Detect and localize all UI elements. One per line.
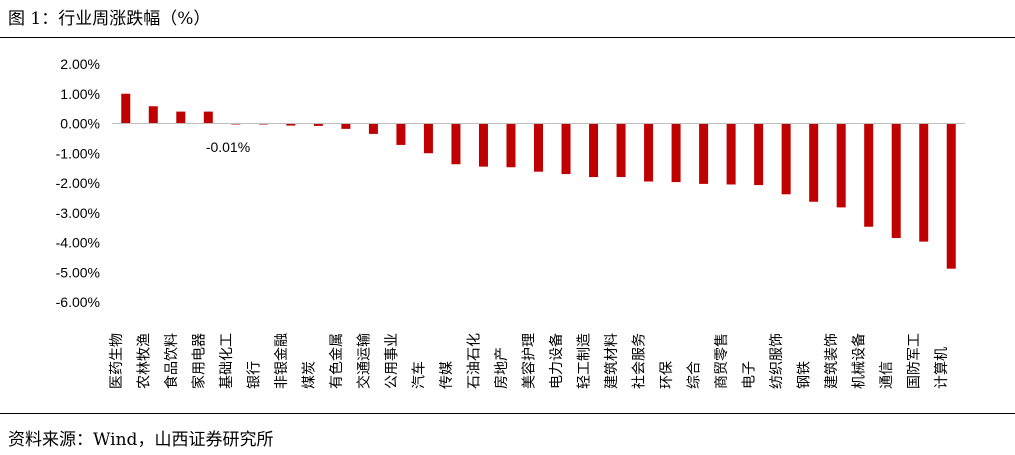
bar bbox=[864, 123, 874, 227]
category-label: 公用事业 bbox=[384, 333, 400, 389]
bar bbox=[781, 123, 791, 195]
y-tick-label: -4.00% bbox=[56, 235, 100, 251]
bar bbox=[176, 111, 186, 124]
category-label: 基础化工 bbox=[218, 333, 235, 389]
category-label: 有色金属 bbox=[328, 333, 345, 389]
category-label: 汽车 bbox=[410, 361, 427, 389]
category-label: 社会服务 bbox=[632, 333, 648, 389]
bar bbox=[203, 111, 213, 124]
y-tick-label: -6.00% bbox=[56, 294, 100, 310]
y-tick-label: 2.00% bbox=[60, 56, 100, 72]
y-tick-label: -1.00% bbox=[56, 145, 100, 161]
bar bbox=[121, 93, 131, 124]
top-rule bbox=[0, 37, 1015, 38]
category-label: 房地产 bbox=[494, 347, 510, 389]
category-label: 家用电器 bbox=[190, 333, 207, 389]
category-label: 电力设备 bbox=[548, 333, 565, 389]
bar bbox=[919, 123, 929, 242]
category-label: 综合 bbox=[687, 361, 703, 389]
category-label: 国防军工 bbox=[907, 333, 923, 389]
annotations: -0.01% bbox=[206, 139, 250, 155]
bar bbox=[726, 123, 736, 185]
category-label: 通信 bbox=[879, 361, 895, 389]
bar bbox=[396, 123, 406, 145]
y-tick-label: -5.00% bbox=[56, 264, 100, 280]
y-axis: 2.00% 1.00% 0.00% -1.00% -2.00% -3.00% -4.00% -… bbox=[56, 56, 100, 310]
y-tick-label: 1.00% bbox=[60, 86, 100, 102]
bar bbox=[561, 123, 571, 175]
category-label: 交通运输 bbox=[355, 333, 372, 389]
bar bbox=[368, 123, 378, 134]
category-label: 建筑材料 bbox=[604, 333, 620, 389]
category-label: 食品饮料 bbox=[163, 333, 180, 389]
bar bbox=[478, 123, 488, 167]
category-label: 钢铁 bbox=[797, 361, 813, 389]
bar bbox=[809, 123, 819, 202]
bar bbox=[836, 123, 846, 208]
category-label: 环保 bbox=[659, 361, 675, 389]
bar bbox=[644, 123, 654, 182]
bars-group bbox=[121, 93, 956, 269]
category-label: 商贸零售 bbox=[714, 333, 730, 389]
bar-chart: 2.00% 1.00% 0.00% -1.00% -2.00% -3.00% -4.00% -… bbox=[56, 56, 965, 389]
bar bbox=[341, 123, 351, 129]
source-note: 资料来源：Wind，山西证券研究所 bbox=[8, 430, 274, 450]
y-tick-label: -2.00% bbox=[56, 175, 100, 191]
bar bbox=[754, 123, 764, 186]
bar bbox=[946, 123, 956, 269]
category-label: 计算机 bbox=[934, 347, 950, 389]
category-label: 建筑装饰 bbox=[824, 333, 840, 389]
category-label: 传媒 bbox=[439, 361, 455, 389]
y-tick-label: -3.00% bbox=[56, 205, 100, 221]
bar bbox=[616, 123, 626, 178]
category-label: 电子 bbox=[742, 361, 758, 389]
category-label: 煤炭 bbox=[301, 361, 317, 389]
bar bbox=[534, 123, 543, 172]
category-label: 银行 bbox=[246, 361, 262, 389]
category-label: 石油石化 bbox=[466, 333, 482, 389]
category-label: 轻工制造 bbox=[577, 333, 593, 389]
bar bbox=[451, 123, 461, 165]
category-label: 医药生物 bbox=[109, 333, 125, 389]
bottom-rule bbox=[0, 413, 1015, 414]
category-label: 机械设备 bbox=[851, 333, 868, 389]
category-label: 非银金融 bbox=[274, 333, 290, 389]
bar bbox=[699, 123, 709, 184]
bar bbox=[313, 123, 323, 126]
bar bbox=[589, 123, 599, 178]
data-label: -0.01% bbox=[206, 139, 250, 155]
bar bbox=[891, 123, 901, 239]
bar bbox=[148, 106, 158, 124]
chart-title: 图 1：行业周涨跌幅（%） bbox=[8, 9, 211, 29]
bar bbox=[423, 123, 433, 154]
category-labels: 医药生物 农林牧渔 食品饮料 家用电器 基础化工 银行 非银金融 煤炭 有色金属 交通运输 公用事业… bbox=[109, 333, 950, 389]
category-label: 美容护理 bbox=[521, 333, 538, 389]
bar bbox=[506, 123, 516, 168]
category-label: 农林牧渔 bbox=[136, 333, 152, 389]
y-tick-label: 0.00% bbox=[60, 116, 100, 132]
bar bbox=[286, 123, 296, 126]
bar bbox=[671, 123, 681, 183]
category-label: 纺织服饰 bbox=[769, 333, 785, 389]
